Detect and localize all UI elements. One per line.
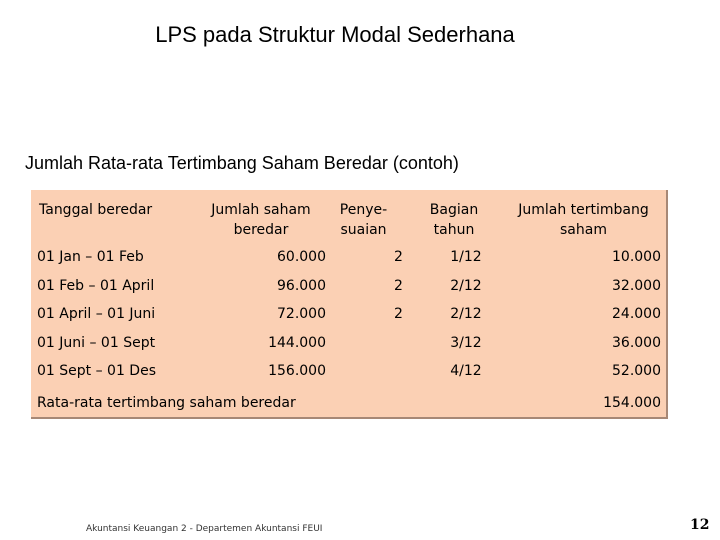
- cell-fraction: 2/12: [450, 277, 482, 294]
- cell-adjust: 2: [394, 249, 403, 265]
- page-number: 12: [690, 517, 710, 533]
- footer-text: Akuntansi Keuangan 2 - Departemen Akunta…: [86, 524, 323, 534]
- cell-weighted: 36.000: [612, 334, 661, 351]
- cell-date: 01 Jan – 01 Feb: [37, 249, 144, 265]
- header-weighted: Jumlah tertimbang saham: [518, 202, 649, 238]
- cell-date: 01 Juni – 01 Sept: [37, 334, 156, 351]
- cell-shares: 96.000: [277, 277, 326, 294]
- cell-shares: 144.000: [268, 334, 326, 351]
- cell-fraction: 4/12: [450, 363, 482, 379]
- cell-weighted: 10.000: [612, 249, 661, 265]
- cell-adjust: 2: [394, 277, 403, 294]
- cell-date: 01 Feb – 01 April: [37, 277, 155, 294]
- cell-date: 01 April – 01 Juni: [37, 306, 156, 322]
- weighted-shares-table: Tanggal beredar Jumlah saham beredar Pen…: [31, 190, 668, 419]
- total-label: Rata-rata tertimbang saham beredar: [37, 395, 296, 411]
- cell-adjust: 2: [394, 306, 403, 322]
- cell-weighted: 24.000: [612, 306, 661, 322]
- cell-shares: 156.000: [268, 363, 326, 379]
- cell-weighted: 32.000: [612, 277, 661, 294]
- cell-fraction: 2/12: [450, 306, 482, 322]
- header-date: Tanggal beredar: [39, 202, 153, 218]
- cell-shares: 60.000: [277, 249, 326, 265]
- total-value: 154.000: [603, 395, 661, 411]
- header-adjust: Penye- suaian: [339, 202, 388, 238]
- slide-subtitle: Jumlah Rata-rata Tertimbang Saham Bereda…: [25, 153, 459, 173]
- header-shares: Jumlah saham beredar: [211, 202, 311, 238]
- cell-fraction: 3/12: [450, 334, 482, 351]
- cell-shares: 72.000: [277, 306, 326, 322]
- header-fraction: Bagian tahun: [429, 202, 479, 238]
- slide-title: LPS pada Struktur Modal Sederhana: [155, 22, 515, 47]
- cell-date: 01 Sept – 01 Des: [37, 363, 156, 379]
- cell-fraction: 1/12: [450, 249, 482, 265]
- cell-weighted: 52.000: [612, 363, 661, 379]
